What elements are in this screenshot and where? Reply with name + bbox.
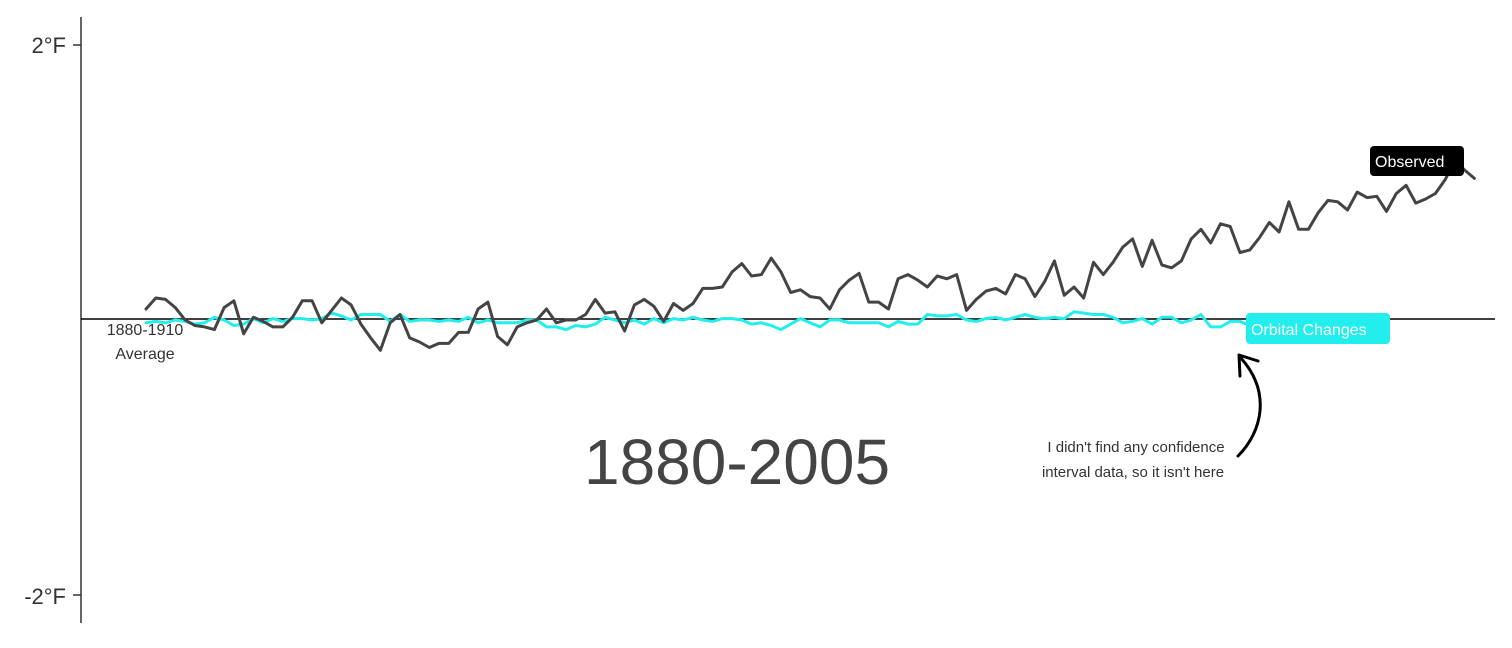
period-label: 1880-2005 [584,426,890,498]
series-label-observed-text: Observed [1375,154,1444,171]
series-group [144,159,1476,352]
series-line-orbital-changes [144,310,1291,332]
annotation-group: I didn't find any confidence interval da… [1042,353,1262,481]
y-tick-label-bottom: -2°F [24,584,66,609]
series-label-orbital-changes: Orbital Changes [1246,313,1390,344]
annotation-arrow-curve [1236,355,1262,458]
baseline-label-line-2: Average [115,346,174,363]
series-label-observed: Observed [1370,146,1464,176]
series-label-observed-background [1370,146,1464,176]
series-label-orbital-changes-text: Orbital Changes [1251,322,1367,339]
annotation-text-line-2: interval data, so it isn't here [1042,464,1224,481]
series-line-observed [144,159,1476,352]
annotation-arrow-head [1237,353,1260,378]
annotation-text-line-1: I didn't find any confidence [1047,439,1224,456]
baseline-label-line-1: 1880-1910 [107,322,184,339]
series-label-orbital-changes-background [1246,313,1390,344]
y-tick-label-top: 2°F [32,33,66,58]
y-axis: 2°F -2°F [24,17,82,623]
